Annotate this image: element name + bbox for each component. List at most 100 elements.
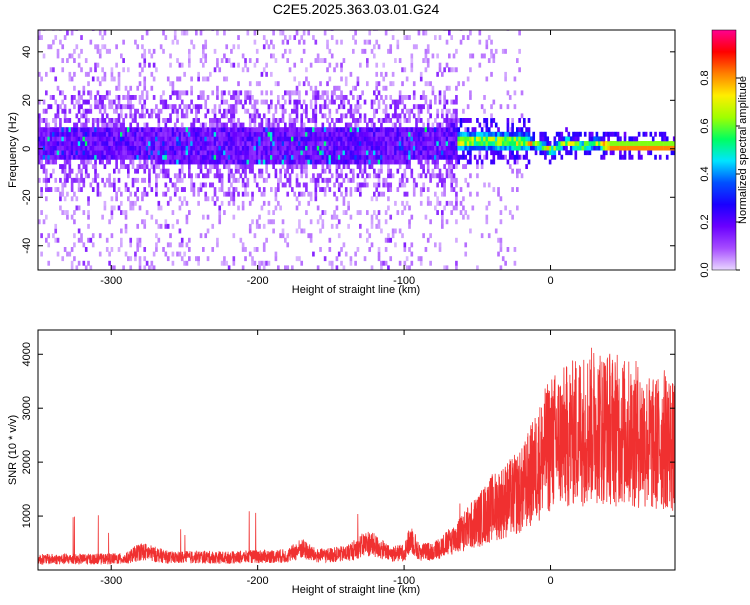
spectrogram-cell xyxy=(319,81,322,87)
spectrogram-cell xyxy=(438,136,442,142)
spectrogram-cell xyxy=(417,118,421,123)
spectrogram-cell xyxy=(384,260,388,266)
spectrogram-cell xyxy=(122,154,125,160)
spectrogram-cell xyxy=(450,99,454,105)
spectrogram-cell xyxy=(80,113,83,119)
spectrogram-cell xyxy=(274,141,278,146)
spectrogram-cell xyxy=(272,131,275,137)
spectrogram-cell xyxy=(340,113,343,119)
spectrogram-cell xyxy=(180,150,184,156)
spectrogram-cell xyxy=(227,173,231,179)
spectrogram-cell xyxy=(279,141,282,146)
spectrogram-cell xyxy=(298,95,301,100)
spectrogram-cell xyxy=(277,200,280,206)
spectrogram-cell xyxy=(272,159,275,165)
spectrogram-cell xyxy=(293,108,297,114)
spectrogram-cell xyxy=(105,141,109,146)
spectrogram-cell xyxy=(363,113,367,119)
spectrogram-cell xyxy=(155,191,158,197)
spectrogram-cell xyxy=(410,127,414,133)
spectrogram-cell xyxy=(448,85,451,91)
spectrogram-cell xyxy=(462,145,465,151)
spectrogram-cell xyxy=(178,136,182,142)
spectrogram-cell xyxy=(260,205,264,211)
spectrogram-cell xyxy=(183,260,186,266)
spectrogram-cell xyxy=(443,95,446,100)
spectrogram-cell xyxy=(377,191,381,197)
spectrogram-cell xyxy=(185,136,189,142)
spectrogram-cell xyxy=(216,90,219,96)
spectrogram-cell xyxy=(178,196,182,202)
spectrogram-cell xyxy=(361,131,364,137)
spectrogram-cell xyxy=(204,150,208,156)
spectrogram-cell xyxy=(279,150,282,156)
spectrogram-cell xyxy=(63,141,67,146)
spectrogram-cell xyxy=(66,118,69,123)
spectrogram-cell xyxy=(38,127,41,133)
spectrogram-cell xyxy=(185,131,189,137)
spectrogram-cell xyxy=(162,168,165,174)
spectrogram-cell xyxy=(284,122,287,128)
spectrogram-cell xyxy=(321,219,325,225)
spectrogram-cell xyxy=(239,159,243,165)
spectrogram-cell xyxy=(473,141,477,146)
spectrogram-cell xyxy=(492,58,496,64)
spectrogram-cell xyxy=(344,154,348,160)
spectrogram-cell xyxy=(166,131,170,137)
spectrogram-cell xyxy=(73,177,76,183)
spectrogram-cell xyxy=(89,39,93,45)
spectrogram-cell xyxy=(87,150,90,156)
spectrogram-cell xyxy=(108,145,111,151)
spectrogram-cell xyxy=(197,76,200,82)
spectrogram-cell xyxy=(223,164,226,170)
spectrogram-cell xyxy=(251,150,254,156)
spectrogram-cell xyxy=(553,136,557,142)
spectrogram-cell xyxy=(277,118,280,123)
spectrogram-cell xyxy=(56,154,60,160)
spectrogram-cell xyxy=(291,150,294,156)
spectrogram-cell xyxy=(665,141,669,146)
spectrogram-cell xyxy=(218,214,222,220)
spectrogram-cell xyxy=(286,145,290,151)
spectrogram-cell xyxy=(115,85,118,91)
spectrogram-cell xyxy=(117,95,121,100)
spectrogram-cell xyxy=(45,177,48,183)
spectrogram-cell xyxy=(277,265,280,270)
spectrogram-cell xyxy=(291,168,294,174)
spectrogram-cell xyxy=(448,127,451,133)
spectrogram-cell xyxy=(127,145,130,151)
spectrogram-cell xyxy=(527,131,531,137)
spectrogram-cell xyxy=(164,168,168,174)
spectrogram-cell xyxy=(241,242,245,248)
spectrogram-cell xyxy=(419,191,423,197)
spectrogram-cell xyxy=(450,127,454,133)
spectrogram-cell xyxy=(42,99,46,105)
spectrogram-cell xyxy=(73,191,76,197)
spectrogram-cell xyxy=(213,122,217,128)
spectrogram-cell xyxy=(321,210,325,216)
spectrogram-cell xyxy=(396,113,400,119)
spectrogram-cell xyxy=(295,30,299,36)
spectrogram-cell xyxy=(356,99,360,105)
spectrogram-cell xyxy=(616,131,620,137)
spectrogram-cell xyxy=(635,141,639,146)
spectrogram-cell xyxy=(150,131,154,137)
spectrogram-cell xyxy=(129,113,133,119)
spectrogram-cell xyxy=(82,113,86,119)
spectrogram-cell xyxy=(370,104,374,110)
spectrogram-cell xyxy=(202,127,205,133)
spectrogram-cell xyxy=(38,113,41,119)
spectrogram-cell xyxy=(45,237,48,243)
spectrogram-cell xyxy=(171,90,175,96)
spectrogram-cell xyxy=(117,150,121,156)
spectrogram-cell xyxy=(108,251,111,257)
spectrogram-cell xyxy=(661,131,664,137)
spectrogram-cell xyxy=(403,191,407,197)
spectrogram-cell xyxy=(202,62,205,68)
spectrogram-cell xyxy=(452,53,456,59)
spectrogram-cell xyxy=(434,191,437,197)
spectrogram-cell xyxy=(370,48,374,54)
spectrogram-cell xyxy=(232,233,236,239)
spectrogram-cell xyxy=(309,159,313,165)
spectrogram-cell xyxy=(321,136,325,142)
